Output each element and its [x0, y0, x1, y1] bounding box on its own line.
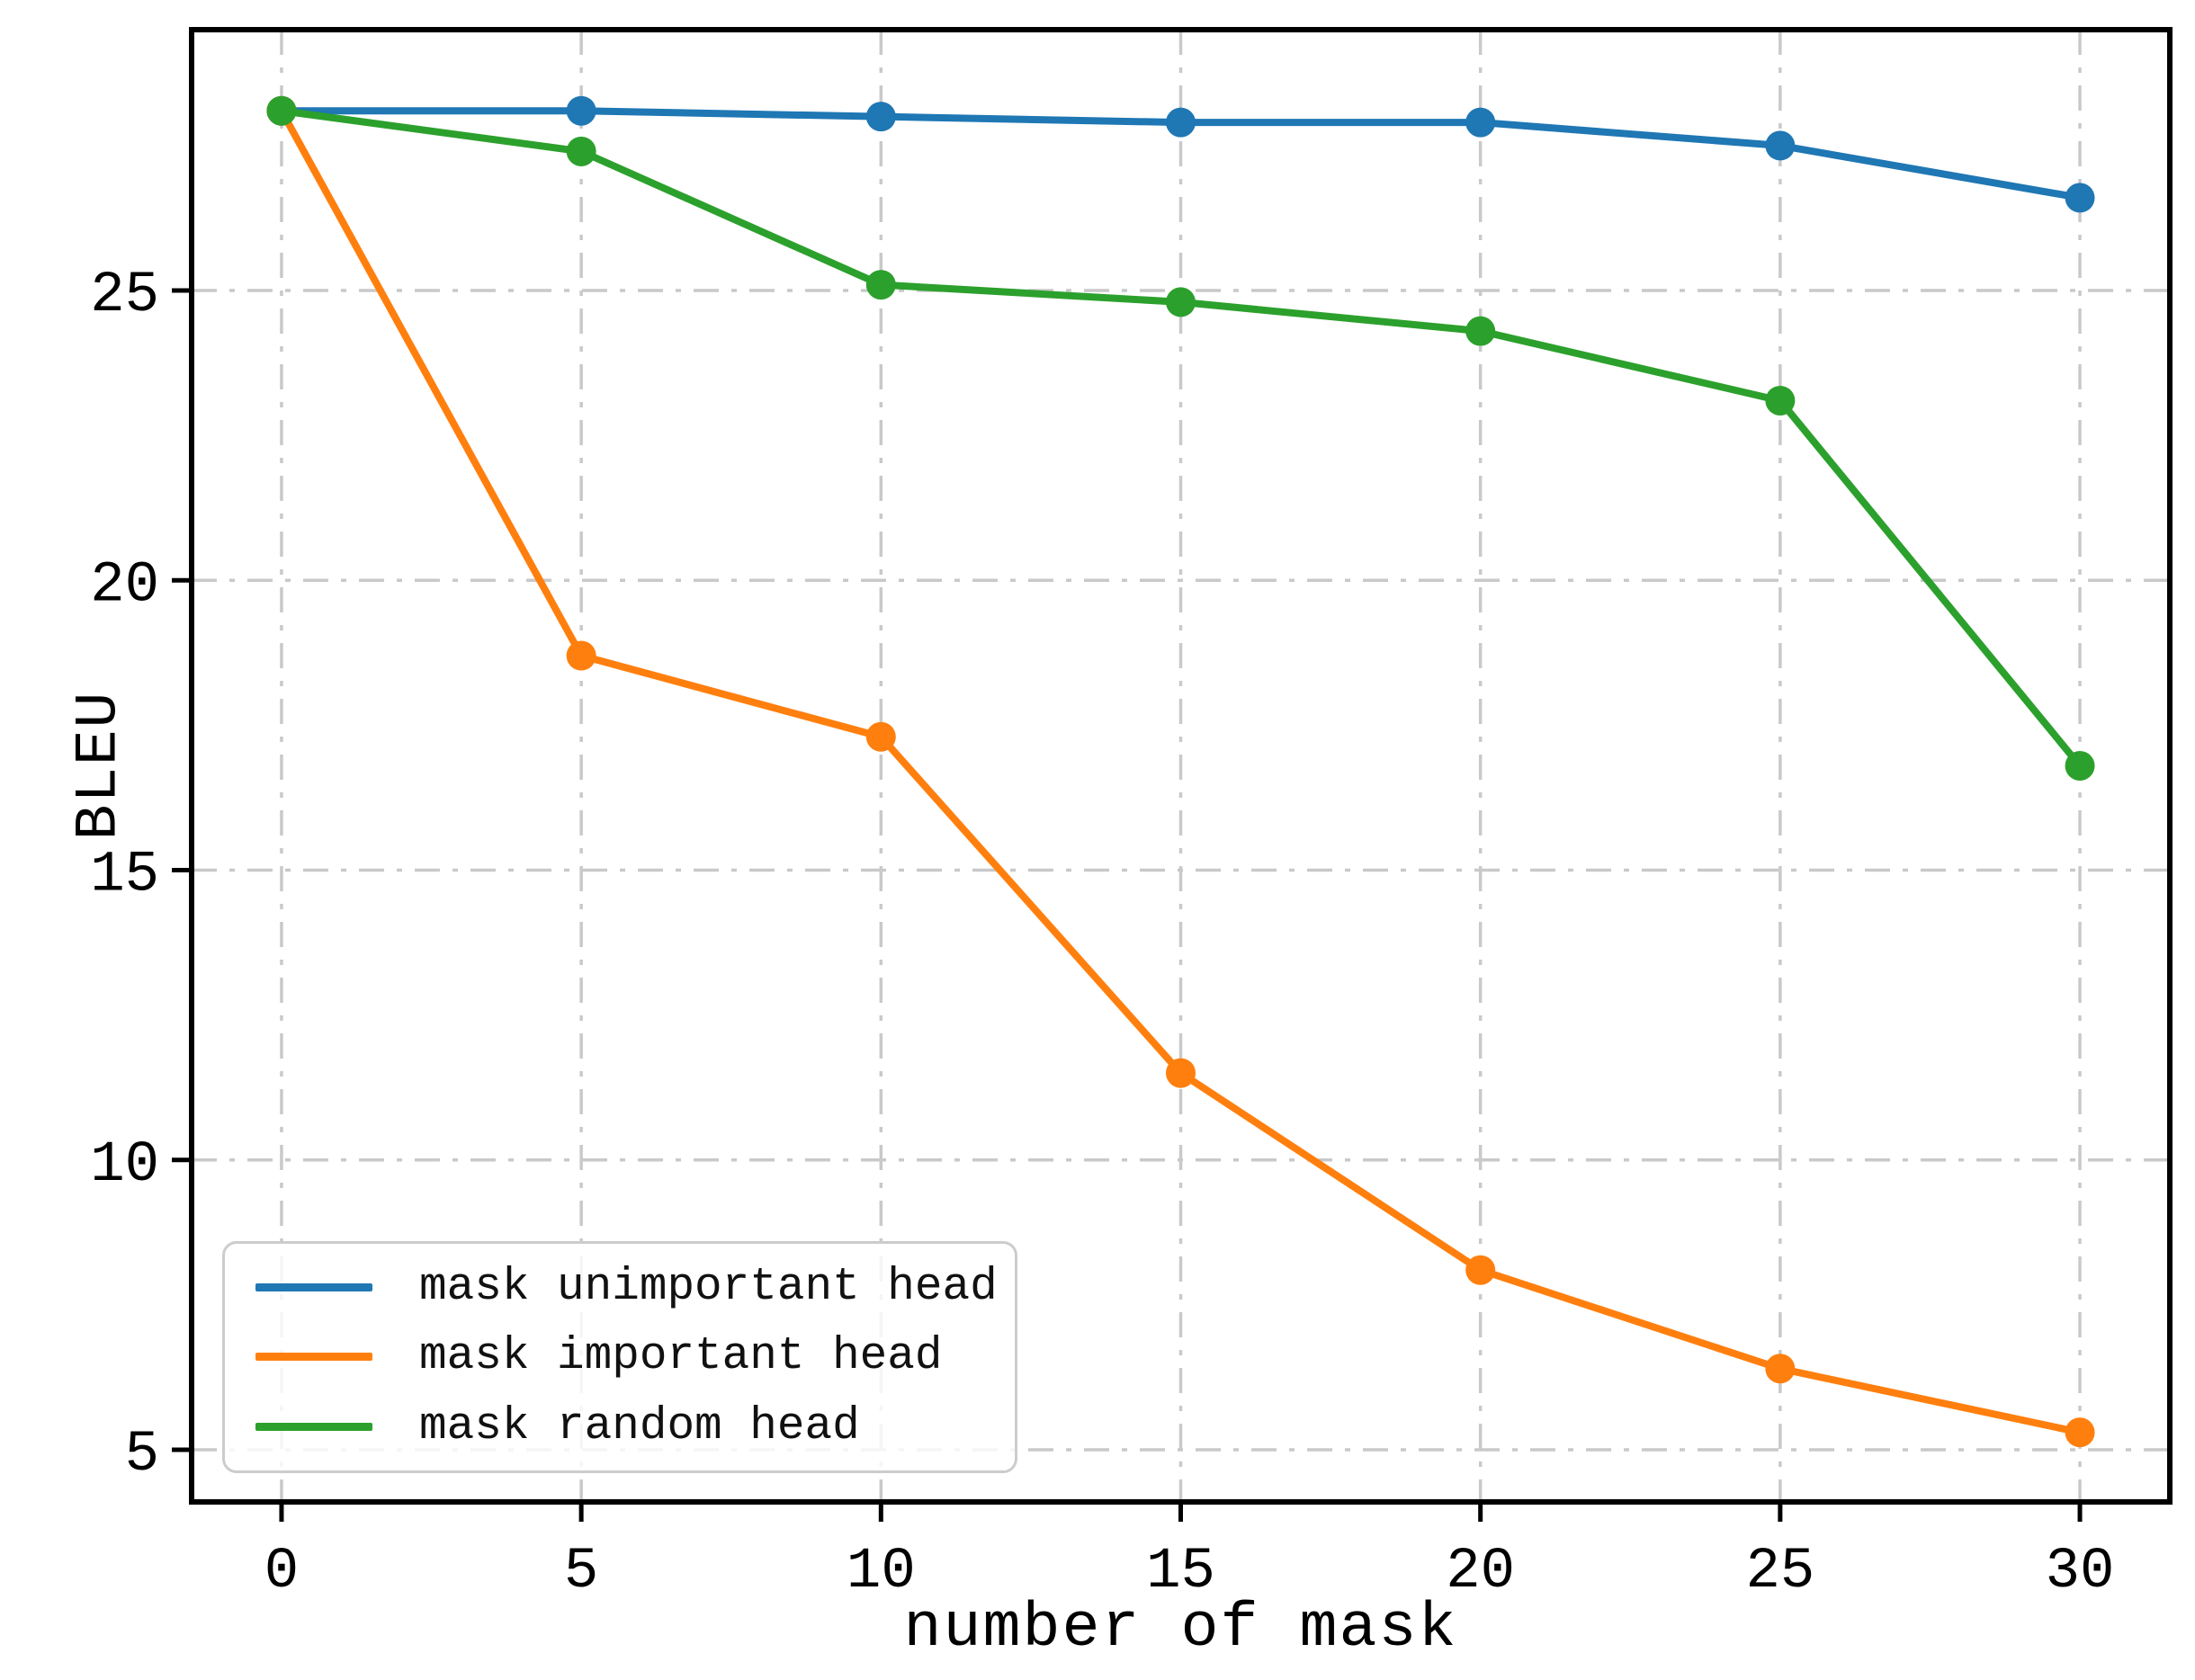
legend-item: mask random head [255, 1392, 1015, 1461]
legend-item: mask unimportant head [255, 1253, 1015, 1322]
x-tick-label-20: 20 [1446, 1540, 1515, 1604]
data-point-mask-important-head-x25 [1765, 1354, 1796, 1384]
y-tick-label-20: 20 [90, 553, 159, 618]
y-tick-label-25: 25 [90, 264, 159, 328]
data-point-mask-important-head-x5 [566, 640, 596, 671]
legend-swatch-mask-random-head [255, 1422, 372, 1431]
data-point-mask-random-head-x0 [266, 95, 297, 126]
x-tick-label-30: 30 [2046, 1540, 2115, 1604]
x-tick-label-10: 10 [847, 1540, 916, 1604]
legend-label: mask important head [419, 1331, 943, 1383]
data-point-mask-unimportant-head-x20 [1465, 107, 1496, 138]
data-point-mask-unimportant-head-x5 [566, 95, 596, 126]
legend-swatch-mask-unimportant-head [255, 1283, 372, 1292]
data-point-mask-random-head-x25 [1765, 385, 1796, 416]
y-tick-label-10: 10 [90, 1133, 159, 1198]
x-tick-label-5: 5 [564, 1540, 598, 1604]
y-tick-label-5: 5 [125, 1423, 159, 1488]
legend: mask unimportant head mask important hea… [222, 1241, 1017, 1473]
data-point-mask-important-head-x15 [1166, 1058, 1196, 1088]
legend-label: mask unimportant head [419, 1262, 998, 1314]
data-point-mask-important-head-x30 [2065, 1417, 2095, 1448]
x-tick-label-25: 25 [1745, 1540, 1814, 1604]
data-point-mask-unimportant-head-x10 [865, 102, 896, 132]
data-point-mask-random-head-x20 [1465, 316, 1496, 346]
data-point-mask-random-head-x10 [865, 270, 896, 300]
data-point-mask-important-head-x10 [865, 721, 896, 752]
legend-item: mask important head [255, 1322, 1015, 1391]
data-point-mask-unimportant-head-x25 [1765, 130, 1796, 161]
y-tick-label-15: 15 [90, 844, 159, 908]
data-point-mask-unimportant-head-x15 [1166, 107, 1196, 138]
y-axis-label: BLEU [65, 690, 133, 841]
legend-swatch-mask-important-head [255, 1353, 372, 1362]
legend-label: mask random head [419, 1400, 860, 1452]
x-tick-label-15: 15 [1146, 1540, 1215, 1604]
data-point-mask-unimportant-head-x30 [2065, 183, 2095, 213]
data-point-mask-random-head-x5 [566, 136, 596, 166]
data-point-mask-important-head-x20 [1465, 1255, 1496, 1285]
data-point-mask-random-head-x30 [2065, 751, 2095, 781]
data-point-mask-random-head-x15 [1166, 287, 1196, 317]
x-tick-label-0: 0 [264, 1540, 299, 1604]
x-axis-label: number of mask [903, 1594, 1458, 1665]
